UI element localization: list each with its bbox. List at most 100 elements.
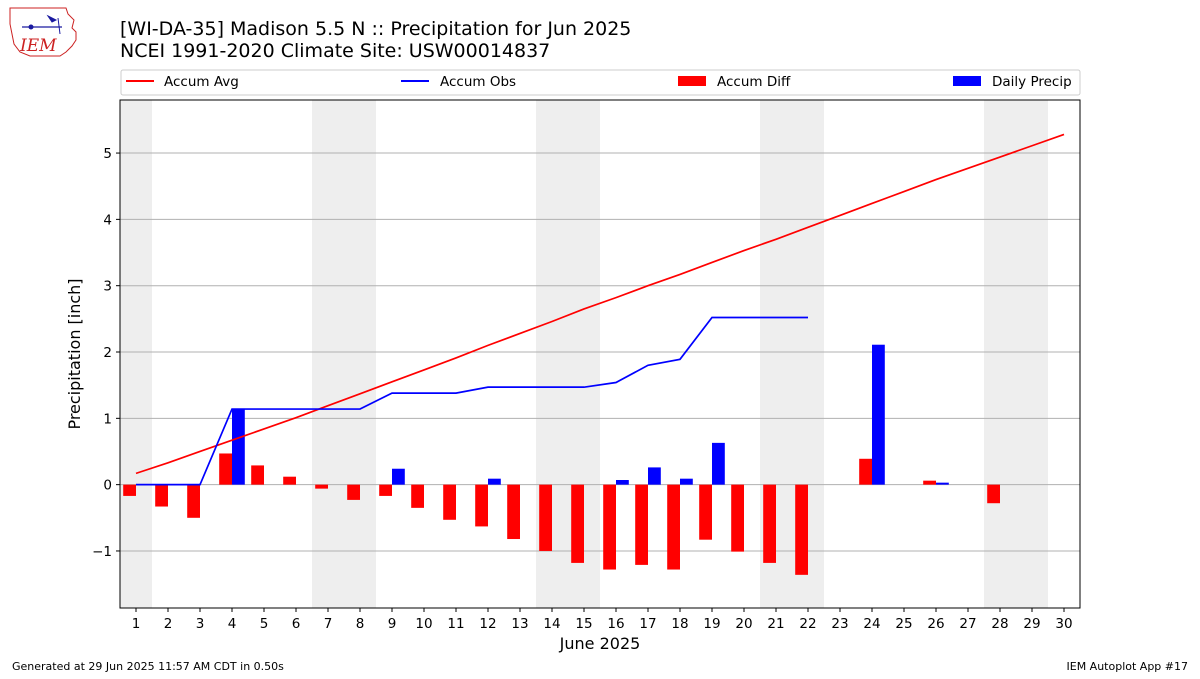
x-tick-label: 24 — [863, 616, 880, 632]
x-tick-label: 11 — [447, 616, 464, 632]
x-tick-label: 25 — [895, 616, 912, 632]
lines — [135, 133, 1065, 486]
y-tick-label: −1 — [92, 544, 112, 560]
accum-diff-bar — [635, 484, 648, 565]
accum-diff-bar — [603, 484, 616, 570]
daily-precip-bar — [232, 409, 245, 485]
logo-text: IEM — [19, 36, 57, 56]
x-tick-label: 10 — [415, 616, 432, 632]
x-tick-label: 2 — [164, 616, 173, 632]
x-tick-label: 27 — [959, 616, 976, 632]
y-tick-label: 0 — [103, 478, 112, 494]
accum-diff-bar — [347, 484, 360, 500]
accum-diff-bar — [123, 484, 136, 496]
x-tick-label: 4 — [228, 616, 237, 632]
footer-app: IEM Autoplot App #17 — [1067, 660, 1189, 673]
accum-diff-bar — [795, 484, 808, 575]
accum-diff-bar — [219, 453, 232, 485]
weekend-band — [312, 100, 376, 608]
x-tick-label: 20 — [735, 616, 752, 632]
x-tick-label: 9 — [388, 616, 397, 632]
x-tick-label: 3 — [196, 616, 205, 632]
daily-precip-bar — [392, 468, 405, 485]
x-tick-label: 21 — [767, 616, 784, 632]
accum-diff-bar — [315, 484, 328, 489]
x-tick-label: 6 — [292, 616, 301, 632]
accum-diff-bar — [763, 484, 776, 563]
accum-diff-bar — [923, 480, 936, 485]
accum-diff-bar — [187, 484, 200, 518]
x-axis: 1 2 3 4 5 6 7 8 9 10 11 12 13 14 15 16 17 18 19 20 21 22 23 24 2… — [132, 608, 1073, 632]
x-tick-label: 7 — [324, 616, 333, 632]
accum-avg-line — [135, 133, 1065, 475]
daily-precip-bar — [712, 442, 725, 485]
y-tick-label: 3 — [103, 279, 112, 295]
daily-precip-bar — [872, 344, 885, 485]
x-tick-label: 15 — [575, 616, 592, 632]
legend-accum-diff-swatch — [678, 76, 706, 86]
accum-diff-bar — [987, 484, 1000, 504]
x-tick-label: 30 — [1055, 616, 1072, 632]
accum-diff-bar — [155, 484, 168, 507]
chart-subtitle: NCEI 1991-2020 Climate Site: USW00014837 — [120, 40, 550, 62]
legend-daily-precip-swatch — [953, 76, 981, 86]
iem-logo: IEM — [9, 7, 77, 57]
accum-diff-bar — [731, 484, 744, 552]
y-tick-label: 5 — [103, 146, 112, 162]
accum-diff-bar — [283, 476, 296, 485]
x-tick-label: 16 — [607, 616, 624, 632]
x-axis-label: June 2025 — [559, 634, 641, 653]
y-tick-label: 2 — [103, 345, 112, 361]
accum-diff-bar — [859, 458, 872, 485]
accum-obs-line — [136, 316, 808, 486]
x-tick-label: 26 — [927, 616, 944, 632]
accum-diff-bar — [667, 484, 680, 570]
legend-accum-avg-label: Accum Avg — [164, 74, 239, 90]
daily-precip-bar — [680, 478, 693, 485]
plot-frame — [119, 99, 1081, 609]
weathervane-icon — [46, 14, 61, 35]
accum-diff-bar — [475, 484, 488, 527]
daily-precip-bar — [616, 480, 629, 485]
gridlines — [120, 152, 1080, 552]
accum-diff-bar — [411, 484, 424, 508]
x-tick-label: 13 — [511, 616, 528, 632]
x-tick-label: 12 — [479, 616, 496, 632]
legend: Accum Avg Accum Obs Accum Diff Daily Pre… — [120, 69, 1081, 96]
x-tick-label: 5 — [260, 616, 269, 632]
accum-diff-bar — [571, 484, 584, 563]
y-tick-label: 4 — [103, 212, 112, 228]
legend-box — [120, 69, 1081, 96]
accum-diff-bar — [699, 484, 712, 540]
accum-diff-bar — [507, 484, 520, 540]
y-tick-label: 1 — [103, 411, 112, 427]
x-tick-label: 22 — [799, 616, 816, 632]
accum-diff-bar — [251, 465, 264, 485]
footer-generated: Generated at 29 Jun 2025 11:57 AM CDT in… — [12, 660, 284, 673]
x-tick-label: 23 — [831, 616, 848, 632]
x-tick-label: 28 — [991, 616, 1008, 632]
daily-precip-bar — [488, 478, 501, 485]
x-tick-label: 18 — [671, 616, 688, 632]
state-outline-icon — [9, 7, 77, 57]
legend-daily-precip-label: Daily Precip — [992, 74, 1072, 90]
chart-title: [WI-DA-35] Madison 5.5 N :: Precipitatio… — [120, 18, 631, 40]
weekend-band — [984, 100, 1048, 608]
x-tick-label: 14 — [543, 616, 560, 632]
bars — [123, 344, 1000, 575]
daily-precip-bar — [936, 482, 949, 485]
legend-accum-obs-label: Accum Obs — [440, 74, 516, 90]
y-axis: −1 0 1 2 3 4 5 — [92, 146, 120, 560]
weekend-band — [120, 100, 152, 608]
y-axis-label: Precipitation [inch] — [65, 278, 84, 429]
x-tick-label: 8 — [356, 616, 365, 632]
accum-diff-bar — [379, 484, 392, 496]
daily-precip-bar — [648, 467, 661, 485]
x-tick-label: 19 — [703, 616, 720, 632]
legend-accum-diff-label: Accum Diff — [717, 74, 791, 90]
accum-diff-bar — [539, 484, 552, 551]
x-tick-label: 29 — [1023, 616, 1040, 632]
x-tick-label: 1 — [132, 616, 141, 632]
x-tick-label: 17 — [639, 616, 656, 632]
